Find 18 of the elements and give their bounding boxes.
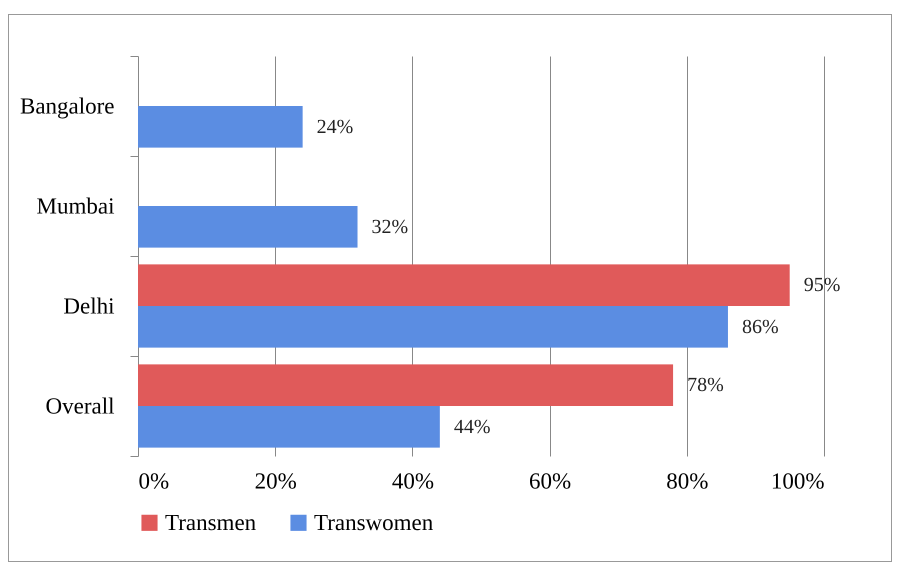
x-tick-label: 80% — [666, 468, 708, 494]
data-label: 86% — [742, 316, 779, 338]
legend-label: Transmen — [165, 510, 257, 535]
data-label: 32% — [372, 216, 408, 238]
x-tick-label: 100% — [770, 468, 824, 494]
y-tick-label: Delhi — [63, 294, 114, 318]
y-tick-label: Bangalore — [20, 94, 114, 118]
x-tick-label: 60% — [529, 468, 572, 494]
y-tick-label: Overall — [46, 394, 114, 418]
x-tick-label: 40% — [392, 468, 434, 494]
y-tick-label: Mumbai — [36, 194, 114, 218]
data-label: 24% — [316, 116, 354, 138]
data-label: 78% — [687, 374, 724, 396]
data-label: 95% — [804, 274, 840, 296]
x-tick-label: 0% — [138, 468, 170, 494]
legend-label: Transwomen — [314, 510, 434, 535]
data-label: 44% — [454, 416, 491, 438]
x-tick-label: 20% — [254, 468, 297, 494]
